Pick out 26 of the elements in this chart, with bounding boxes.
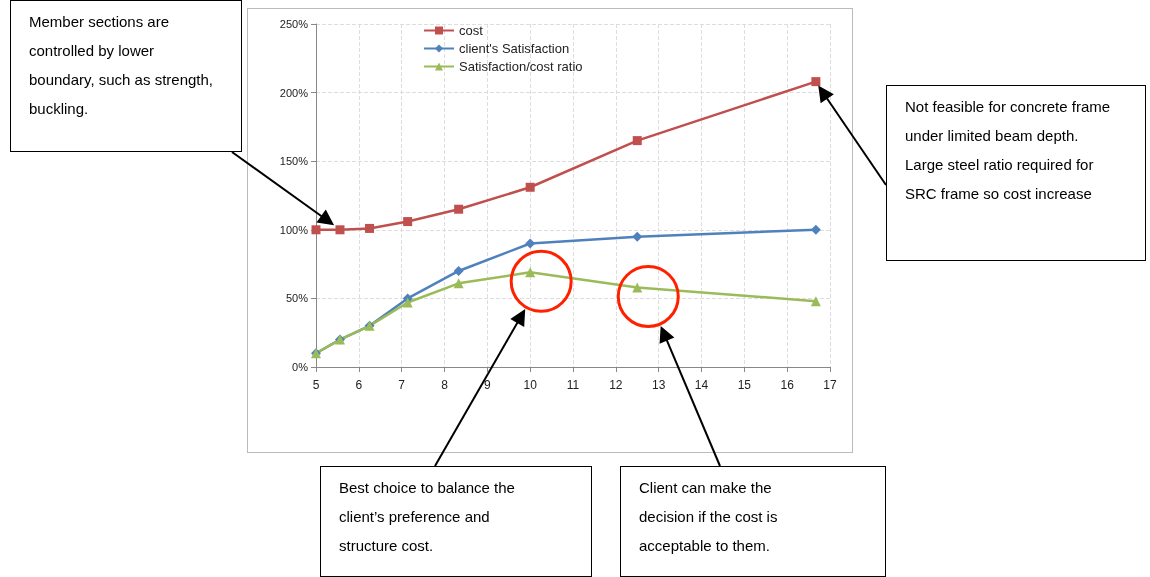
- x-tick-label: 16: [780, 378, 795, 392]
- y-tick-label: 250%: [279, 18, 309, 30]
- x-tick-label: 5: [312, 378, 320, 392]
- x-tick-label: 9: [483, 378, 491, 392]
- y-tick-label: 200%: [279, 86, 309, 99]
- y-tick-label: 150%: [279, 155, 309, 168]
- text: Best choice to balance the client’s preference and structure cost.: [320, 466, 592, 577]
- legend-label: cost: [459, 23, 484, 38]
- x-tick-label: 8: [441, 378, 449, 392]
- x-tick-label: 15: [737, 378, 752, 392]
- legend-label: client's Satisfaction: [459, 41, 570, 56]
- x-tick-label: 17: [823, 378, 837, 392]
- legend-label: Satisfaction/cost ratio: [459, 59, 583, 74]
- x-tick-label: 14: [694, 378, 709, 392]
- x-tick-label: 10: [523, 378, 538, 392]
- text: Client can make the decision if the cost is acceptable to them.: [620, 466, 886, 577]
- text: Not feasible for concrete frame under limited beam depth. Large steel ratio required for SRC frame so cost increase: [886, 85, 1146, 261]
- x-tick-label: 7: [398, 378, 406, 392]
- y-tick-label: 50%: [285, 292, 309, 305]
- text: Member sections are controlled by lower boundary, such as strength, buckling.: [10, 0, 242, 152]
- x-tick-label: 6: [355, 378, 363, 392]
- x-tick-label: 12: [609, 378, 623, 392]
- x-tick-label: 13: [651, 378, 666, 392]
- y-tick-label: 100%: [279, 223, 309, 236]
- x-tick-label: 11: [566, 378, 580, 392]
- y-tick-label: 0%: [292, 361, 309, 373]
